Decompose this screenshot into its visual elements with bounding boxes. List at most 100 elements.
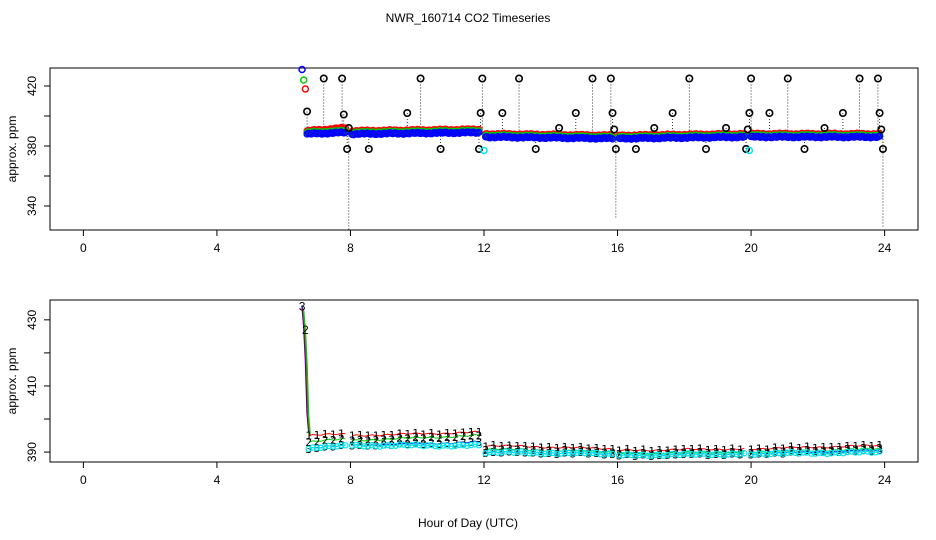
panel-bottom-point-1: 1 <box>562 441 569 454</box>
panel-bottom-point-3: 3 <box>514 446 521 459</box>
panel-bottom-point-2: 2 <box>624 447 631 460</box>
panel-top-point-black <box>303 107 312 116</box>
panel-bottom-point-o <box>467 441 475 449</box>
panel-top-point-black <box>531 145 540 154</box>
panel-bottom-point-3: 3 <box>836 446 843 459</box>
panel-bottom-point-1: 1 <box>844 440 851 453</box>
panel-bottom-point-o <box>848 448 855 455</box>
panel-bottom-point-3: 3 <box>656 449 663 462</box>
panel-top-xtick-label: 4 <box>214 241 221 255</box>
panel-bottom-point-o <box>725 451 732 458</box>
panel-bottom-point-2: 2 <box>748 447 755 460</box>
panel-bottom-point-3: 3 <box>349 440 356 453</box>
panel-bottom-point-o <box>747 451 755 458</box>
panel-top-point-blue <box>608 135 617 143</box>
panel-top-point-black <box>403 109 412 118</box>
panel-bottom-xtick-label: 24 <box>878 473 892 487</box>
panel-bottom-point-2: 2 <box>788 444 795 457</box>
panel-bottom-point-2: 2 <box>721 448 728 461</box>
panel-top-point-black <box>416 74 425 83</box>
panel-bottom-point-2: 2 <box>780 446 787 459</box>
panel-bottom-point-1: 1 <box>460 426 467 439</box>
panel-top-point-outlier <box>480 146 488 155</box>
panel-bottom-point-1: 1 <box>349 430 356 443</box>
panel-top-point-black <box>875 109 884 118</box>
panel-bottom-point-1: 1 <box>601 443 608 456</box>
panel-bottom-point-1: 1 <box>365 430 372 443</box>
panel-bottom-xtick-label: 8 <box>347 473 354 487</box>
panel-bottom-point-1: 1 <box>388 429 395 442</box>
panel-bottom-point-o <box>820 449 827 457</box>
panel-bottom-point-o <box>317 444 325 452</box>
panel-bottom-point-2: 2 <box>468 429 475 442</box>
panel-bottom-point-2: 2 <box>420 432 427 445</box>
panel-bottom-point-1: 1 <box>828 441 835 454</box>
panel-bottom-point-2: 2 <box>365 434 372 447</box>
panel-bottom-point-1: 1 <box>436 428 443 441</box>
panel-top-point-black <box>608 109 617 118</box>
panel-bottom-point-1: 1 <box>860 439 867 452</box>
panel-bottom-point-1: 1 <box>648 445 655 458</box>
panel-bottom-point-1: 1 <box>852 440 859 453</box>
panel-bottom-point-2: 2 <box>452 431 459 444</box>
panel-top-point-black <box>571 109 580 118</box>
panel-bottom-point-3: 3 <box>876 444 883 457</box>
panel-top-point-black <box>606 74 615 83</box>
figure-xlabel: Hour of Day (UTC) <box>418 516 518 530</box>
panel-bottom-ytick-label: 390 <box>25 442 39 462</box>
panel-top-point-black <box>515 74 524 83</box>
panel-bottom-point-1: 1 <box>570 442 577 455</box>
panel-bottom-point-o <box>338 441 345 449</box>
panel-bottom-point-o <box>436 443 443 450</box>
panel-bottom-point-o <box>672 451 679 458</box>
panel-bottom-point-o <box>486 449 493 456</box>
panel-bottom-point-1: 1 <box>482 441 489 454</box>
panel-bottom-point-1: 1 <box>468 426 475 439</box>
panel-bottom-point-o <box>751 451 759 458</box>
panel-bottom-ytick-label: 410 <box>25 376 39 396</box>
panel-bottom-point-3: 3 <box>444 437 451 450</box>
panel-bottom-point-2: 2 <box>436 432 443 445</box>
panel-bottom-point-3: 3 <box>593 447 600 460</box>
panel-bottom-point-2: 2 <box>697 446 704 459</box>
panel-bottom-point-2: 2 <box>570 445 577 458</box>
panel-bottom-point-1: 1 <box>721 444 728 457</box>
panel-bottom-line-2 <box>308 437 346 443</box>
panel-bottom-point-1: 1 <box>609 443 616 456</box>
panel-bottom-point-2: 2 <box>593 445 600 458</box>
panel-top-point-outlier <box>745 146 754 155</box>
panel-bottom-point-o <box>376 443 384 450</box>
panel-bottom-point-3: 3 <box>705 449 712 462</box>
panel-bottom-point-o <box>490 448 497 455</box>
panel-bottom-point-2: 2 <box>460 430 467 443</box>
panel-bottom-point-2: 2 <box>756 446 763 459</box>
panel-bottom-point-1: 1 <box>820 441 827 454</box>
panel-top-point-start <box>301 85 310 93</box>
panel-top-xtick-label: 16 <box>611 241 625 255</box>
panel-bottom-point-o <box>471 441 479 448</box>
panel-bottom-point-3: 3 <box>396 437 403 450</box>
panel-bottom-point-o <box>784 449 791 456</box>
panel-bottom-point-2: 2 <box>314 435 321 448</box>
panel-top-point-black <box>555 124 564 133</box>
panel-bottom-point-o <box>534 449 541 456</box>
panel-bottom-point-3: 3 <box>482 447 489 460</box>
panel-bottom-point-2: 2 <box>305 436 312 449</box>
panel-bottom-point-o <box>812 450 819 457</box>
panel-bottom-point-o <box>860 448 867 455</box>
panel-bottom-point-1: 1 <box>697 443 704 456</box>
panel-bottom-point-1: 1 <box>624 443 631 456</box>
panel-bottom-point-3: 3 <box>412 437 419 450</box>
panel-bottom-point-o <box>408 441 415 449</box>
panel-bottom-point-o <box>428 441 435 449</box>
panel-bottom-point-o <box>526 450 533 457</box>
panel-bottom-point-2: 2 <box>562 444 569 457</box>
panel-bottom-point-3: 3 <box>860 444 867 457</box>
panel-bottom-point-o <box>506 448 513 455</box>
panel-bottom-point-2: 2 <box>737 447 744 460</box>
panel-bottom-point-2: 2 <box>388 433 395 446</box>
panel-bottom-point-o <box>652 451 659 459</box>
panel-bottom-point-2: 2 <box>330 434 337 447</box>
panel-top-point-black <box>765 109 774 118</box>
panel-bottom-point-3: 3 <box>538 448 545 461</box>
